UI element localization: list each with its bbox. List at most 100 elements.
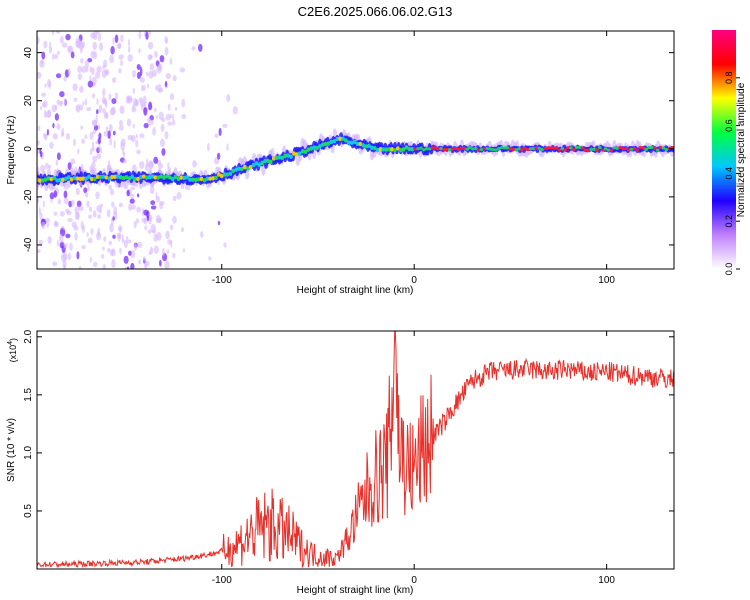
noise-blob [37,36,40,45]
ridge-core [638,145,643,149]
noise-blob [87,57,93,63]
noise-blob [54,113,59,121]
noise-blob [74,231,78,241]
noise-blob [129,198,135,204]
noise-blob [59,241,65,249]
noise-blob [63,98,67,107]
noise-blob [97,137,101,145]
spectrogram-heat-layer [37,31,674,269]
ridge-core [491,148,495,152]
noise-blob [143,122,149,129]
ridge-core [110,174,114,180]
noise-blob [134,99,140,107]
ridge-core [344,138,348,143]
noise-blob [155,85,158,91]
ridge-core [641,146,646,150]
noise-blob [77,148,80,155]
ridge-core [202,178,207,183]
ridge-core [214,175,218,181]
ridge-core [629,147,634,151]
noise-blob [150,205,157,210]
ridge-core [101,174,106,179]
noise-blob [84,134,88,140]
ridge-core [352,139,357,145]
spectrogram-y-axis: -40 -20 0 20 40 [23,47,674,252]
ridge-core [511,147,516,151]
ridge-core [205,176,210,181]
ridge-core [381,147,386,152]
ridge-core [476,148,481,152]
ridge-core [326,141,331,146]
noise-blob [96,109,99,115]
noise-blob [102,108,106,114]
noise-blob [130,204,136,210]
noise-blob [84,59,89,69]
ridge-core [283,153,288,159]
noise-blob [78,104,84,111]
ridge-core [537,146,542,150]
colorbar-tick-label: 0.8 [724,72,734,85]
ridge-core [90,176,94,182]
noise-blob [120,138,126,147]
noise-blob [109,54,114,64]
ridge-core [499,145,504,150]
ridge-core [248,164,253,170]
noise-blob [164,46,169,56]
noise-blob [40,150,43,158]
noise-blob [162,247,165,257]
ridge-core [658,145,663,149]
noise-blob [47,236,52,245]
noise-blob [63,242,68,249]
ridge-core [413,147,417,151]
noise-blob [164,35,168,44]
ridge-core [661,146,666,150]
ridge-core [257,162,262,167]
noise-blob [139,66,143,76]
colorbar-tick-label: 0.2 [724,215,734,228]
ridge-core [372,145,377,151]
noise-blob [107,130,111,139]
noise-blob [142,256,147,262]
noise-blob [147,229,152,234]
noise-blob [65,33,71,41]
noise-blob [135,139,139,148]
noise-blob [37,71,42,79]
noise-blob [56,152,61,161]
noise-blob [80,40,86,49]
noise-blob [172,113,175,122]
ridge-core [274,155,279,161]
noise-blob [226,143,229,152]
noise-blob [170,240,173,248]
noise-blob [41,51,46,60]
noise-blob [127,134,133,141]
noise-blob [39,212,43,221]
noise-blob [232,105,238,115]
ridge-core [107,176,111,181]
noise-blob [208,256,212,261]
noise-blob [41,92,47,97]
noise-blob [182,248,186,253]
noise-blob [127,38,131,47]
ridge-core [243,164,247,170]
ridge-core [266,158,270,163]
ridge-core [251,162,256,168]
noise-blob [156,83,162,93]
noise-blob [37,140,40,146]
ridge-core [410,146,415,152]
noise-blob [138,259,142,265]
noise-blob [53,220,58,227]
noise-blob [148,161,154,168]
noise-blob [48,46,53,54]
ridge-core [465,147,469,151]
ridge-core [664,147,669,152]
noise-blob [53,190,58,198]
ridge-core [133,176,137,182]
noise-blob [118,125,124,131]
ridge-core [473,146,478,151]
noise-blob [157,163,164,169]
snr-ylabel: SNR (10 * v/v) [6,418,17,482]
noise-blob [104,111,109,118]
noise-blob [112,37,115,45]
noise-blob [102,246,105,251]
ridge-core [271,156,276,161]
